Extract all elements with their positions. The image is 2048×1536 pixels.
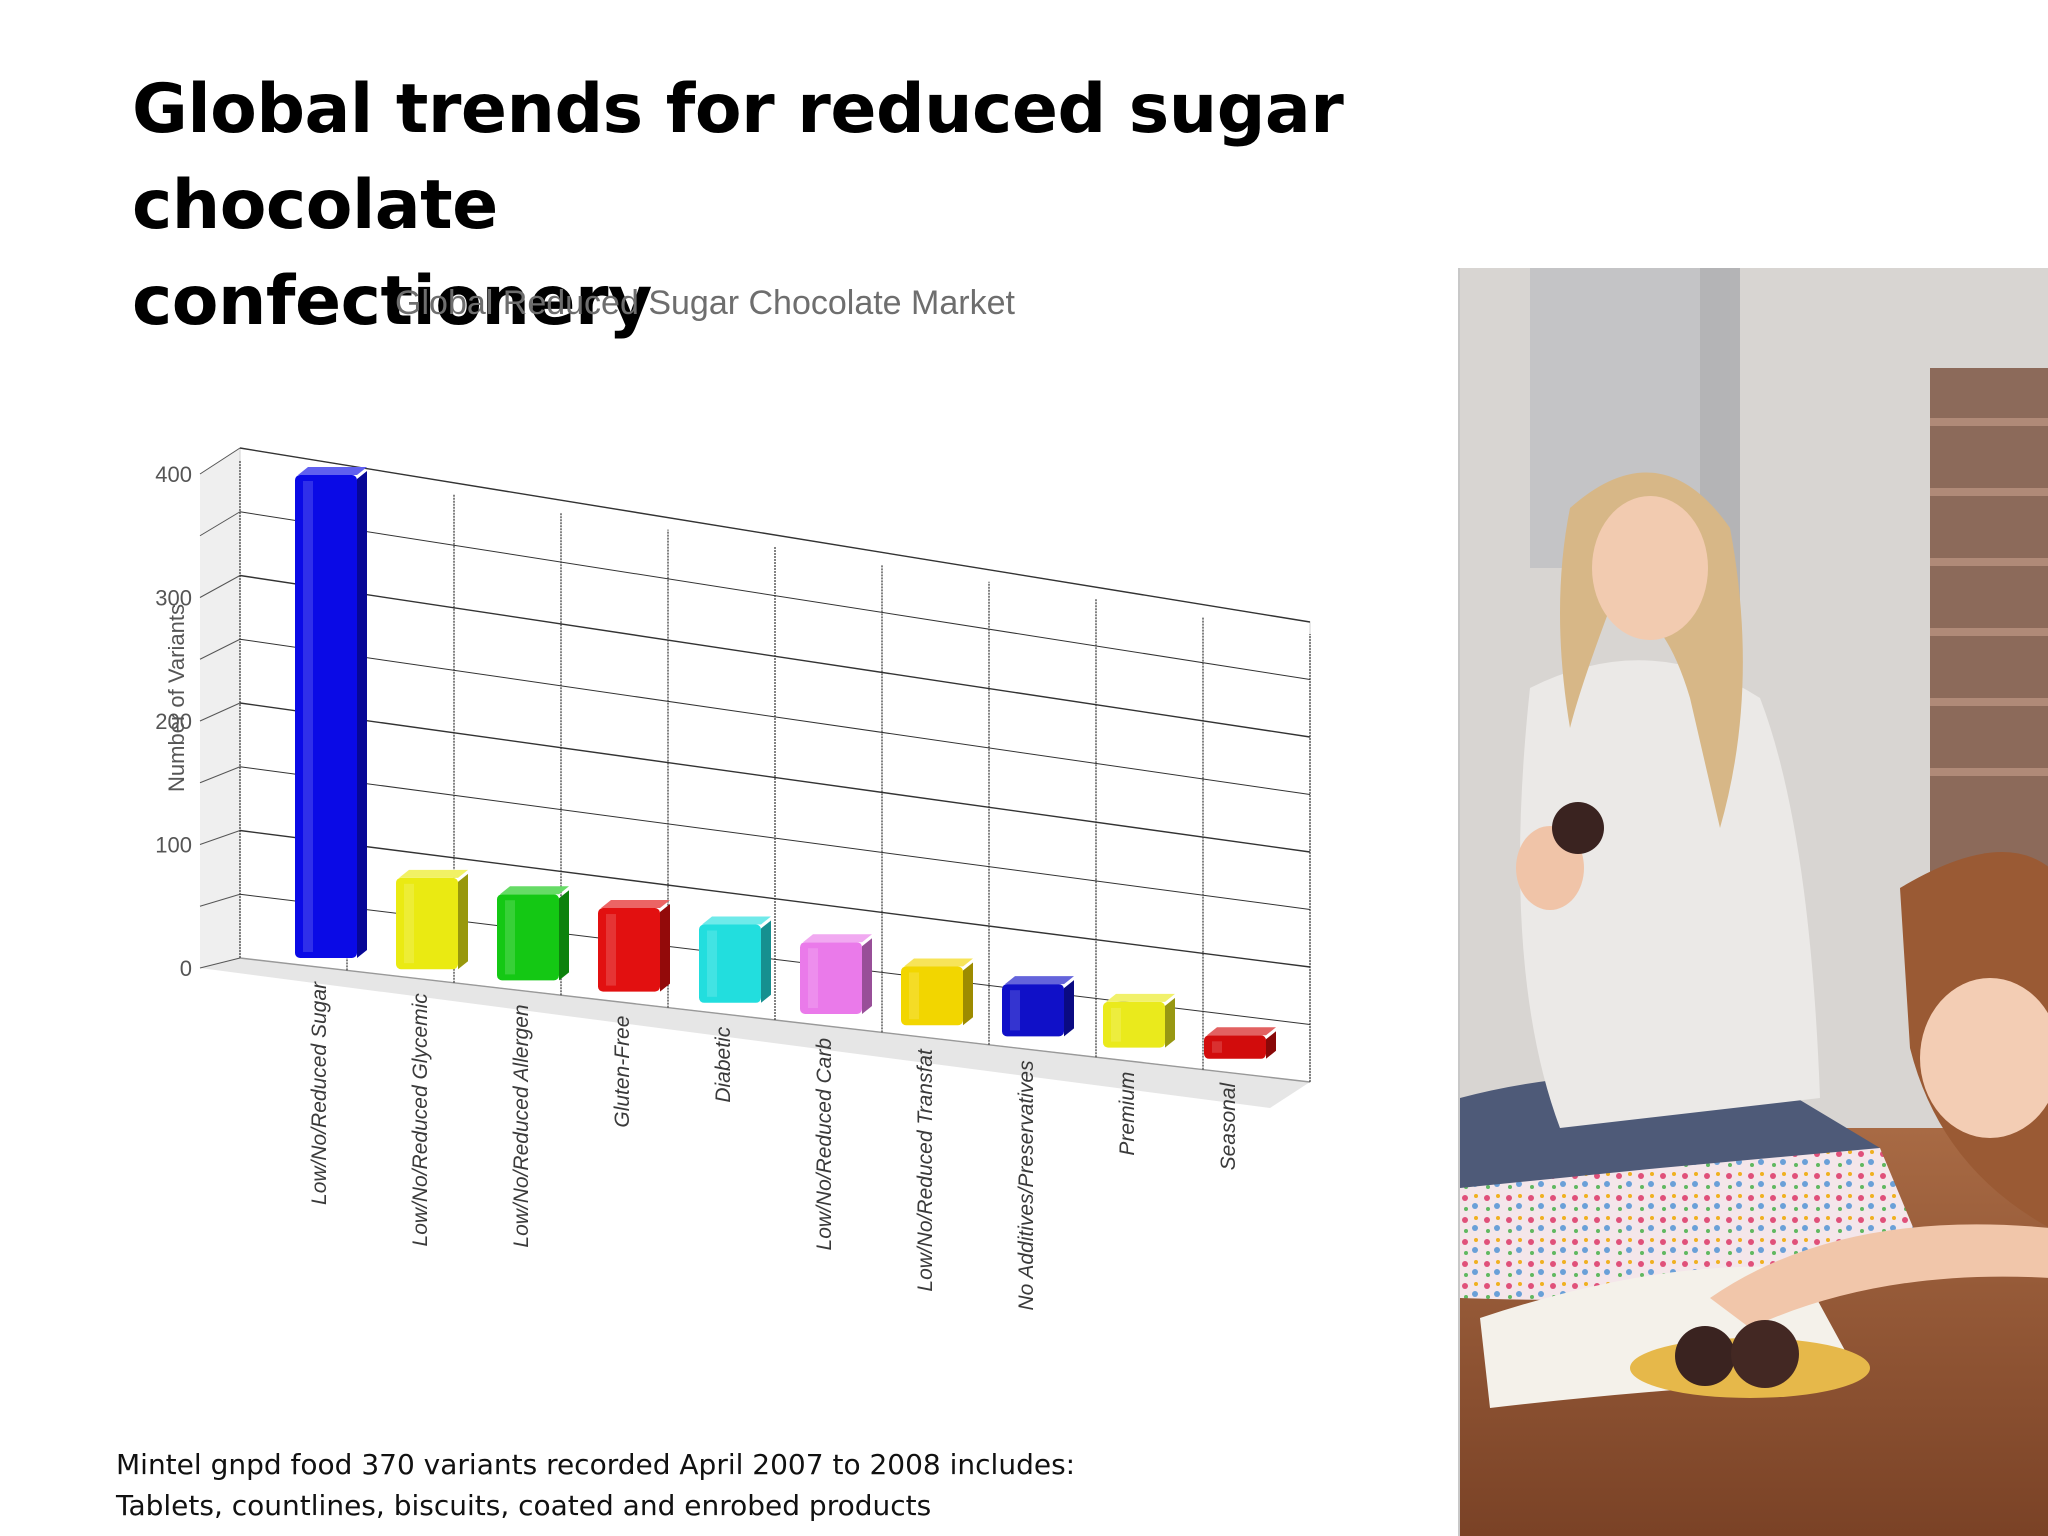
x-category-label: Gluten-Free <box>611 1016 634 1128</box>
photo-cookie-plate-1 <box>1675 1326 1735 1386</box>
x-category-label: Low/No/Reduced Transfat <box>914 1048 937 1292</box>
photo-cookie-plate-2 <box>1731 1320 1799 1388</box>
x-category-label: Premium <box>1116 1072 1139 1156</box>
x-axis-labels: Low/No/Reduced Sugar Low/No/Reduced Glyce… <box>308 981 1240 1311</box>
bar-9 <box>1103 993 1175 1048</box>
grid-line-horizontal <box>239 702 1311 853</box>
bar-side <box>963 962 973 1026</box>
y-tick-label: 300 <box>155 586 192 611</box>
chart-floor <box>200 958 1310 1108</box>
photo-girl-one-hoodie <box>1520 660 1820 1128</box>
photo-column-bands <box>1930 418 2048 776</box>
bar-front <box>1204 1035 1266 1059</box>
grid-line-side <box>199 766 241 784</box>
photo-girl-two-arm <box>1710 1224 2048 1328</box>
bar-side <box>660 904 670 992</box>
photo-girl-two-face <box>1920 978 2048 1138</box>
slide-title-line-2: confectionery <box>132 262 652 341</box>
caption-line-2: Tablets, countlines, biscuits, coated an… <box>116 1489 932 1522</box>
bar-chart: Global Reduced Sugar Chocolate Market Nu… <box>155 284 1311 1311</box>
chart-title: Global Reduced Sugar Chocolate Market <box>395 284 1015 322</box>
bar-top <box>1005 976 1074 985</box>
x-category-label: No Additives/Preservatives <box>1015 1060 1038 1311</box>
grid-line-side <box>199 702 241 722</box>
bar-highlight <box>1111 1007 1121 1042</box>
bar-side <box>862 938 872 1014</box>
grid-line-side <box>199 830 241 845</box>
bar-top <box>1207 1027 1276 1036</box>
chart-side-wall <box>200 448 240 968</box>
bar-highlight <box>606 914 616 986</box>
bar-highlight <box>303 481 313 952</box>
x-category-label: Seasonal <box>1217 1081 1240 1170</box>
bar-side <box>1064 980 1074 1037</box>
grid-line-side <box>199 893 241 907</box>
y-axis-title: Number of Variants <box>164 604 189 792</box>
bar-top <box>904 958 973 967</box>
x-category-label: Low/No/Reduced Carb <box>813 1038 836 1251</box>
bar-2 <box>396 869 468 970</box>
slide-title-line-1: Global trends for reduced sugar chocolat… <box>132 70 1344 245</box>
bar-highlight <box>1212 1041 1222 1053</box>
bar-top <box>1106 993 1175 1002</box>
y-tick-label: 200 <box>155 709 192 734</box>
bar-highlight <box>505 900 515 975</box>
x-category-label: Low/No/Reduced Glycemic <box>409 993 432 1247</box>
bar-highlight <box>404 883 414 964</box>
photo-girl-one-face <box>1592 496 1708 640</box>
bar-top <box>500 886 569 895</box>
bar-top <box>601 900 670 909</box>
bar-side <box>761 920 771 1003</box>
bar-10 <box>1204 1027 1276 1059</box>
bar-top <box>399 869 468 878</box>
bar-highlight <box>909 972 919 1020</box>
bar-top <box>702 916 771 925</box>
slide-title: Global trends for reduced sugar chocolat… <box>132 62 1532 350</box>
bar-5 <box>699 916 771 1003</box>
caption-line-1: Mintel gnpd food 370 variants recorded A… <box>116 1448 1076 1481</box>
girls-eating-cookies-photo <box>1458 268 2048 1536</box>
grid-line-side <box>199 957 241 969</box>
bar-top <box>803 934 872 943</box>
bar-1 <box>295 467 367 958</box>
x-category-label: Diabetic <box>712 1026 735 1102</box>
grid-line-side <box>199 575 241 598</box>
bar-6 <box>800 934 872 1014</box>
y-axis-ticks: 0 100 200 300 400 <box>155 462 192 981</box>
grid-line-side <box>199 511 241 537</box>
x-category-label: Low/No/Reduced Allergen <box>510 1004 533 1247</box>
bar-side <box>1266 1031 1276 1059</box>
bar-highlight <box>707 930 717 997</box>
bar-side <box>559 890 569 981</box>
photo-cookie-in-hand <box>1552 802 1604 854</box>
x-category-label: Low/No/Reduced Sugar <box>308 981 331 1205</box>
bar-3 <box>497 886 569 981</box>
bar-side <box>458 873 468 970</box>
bar-highlight <box>808 948 818 1008</box>
bar-8 <box>1002 976 1074 1037</box>
y-tick-label: 0 <box>180 956 192 981</box>
y-tick-label: 100 <box>155 833 192 858</box>
y-tick-label: 400 <box>155 462 192 487</box>
bars <box>295 467 1276 1059</box>
bar-top <box>298 467 367 475</box>
photo-stone-column <box>1930 368 2048 928</box>
bar-7 <box>901 958 973 1026</box>
bar-side <box>357 471 367 958</box>
bar-side <box>1165 997 1175 1048</box>
photo-illustration <box>1460 268 2048 1536</box>
grid-line-horizontal <box>239 447 1311 623</box>
bar-highlight <box>1010 990 1020 1031</box>
grid-line-side <box>199 447 241 475</box>
bar-4 <box>598 900 670 992</box>
grid-line-side <box>199 638 241 660</box>
source-caption: Mintel gnpd food 370 variants recorded A… <box>116 1444 1416 1526</box>
